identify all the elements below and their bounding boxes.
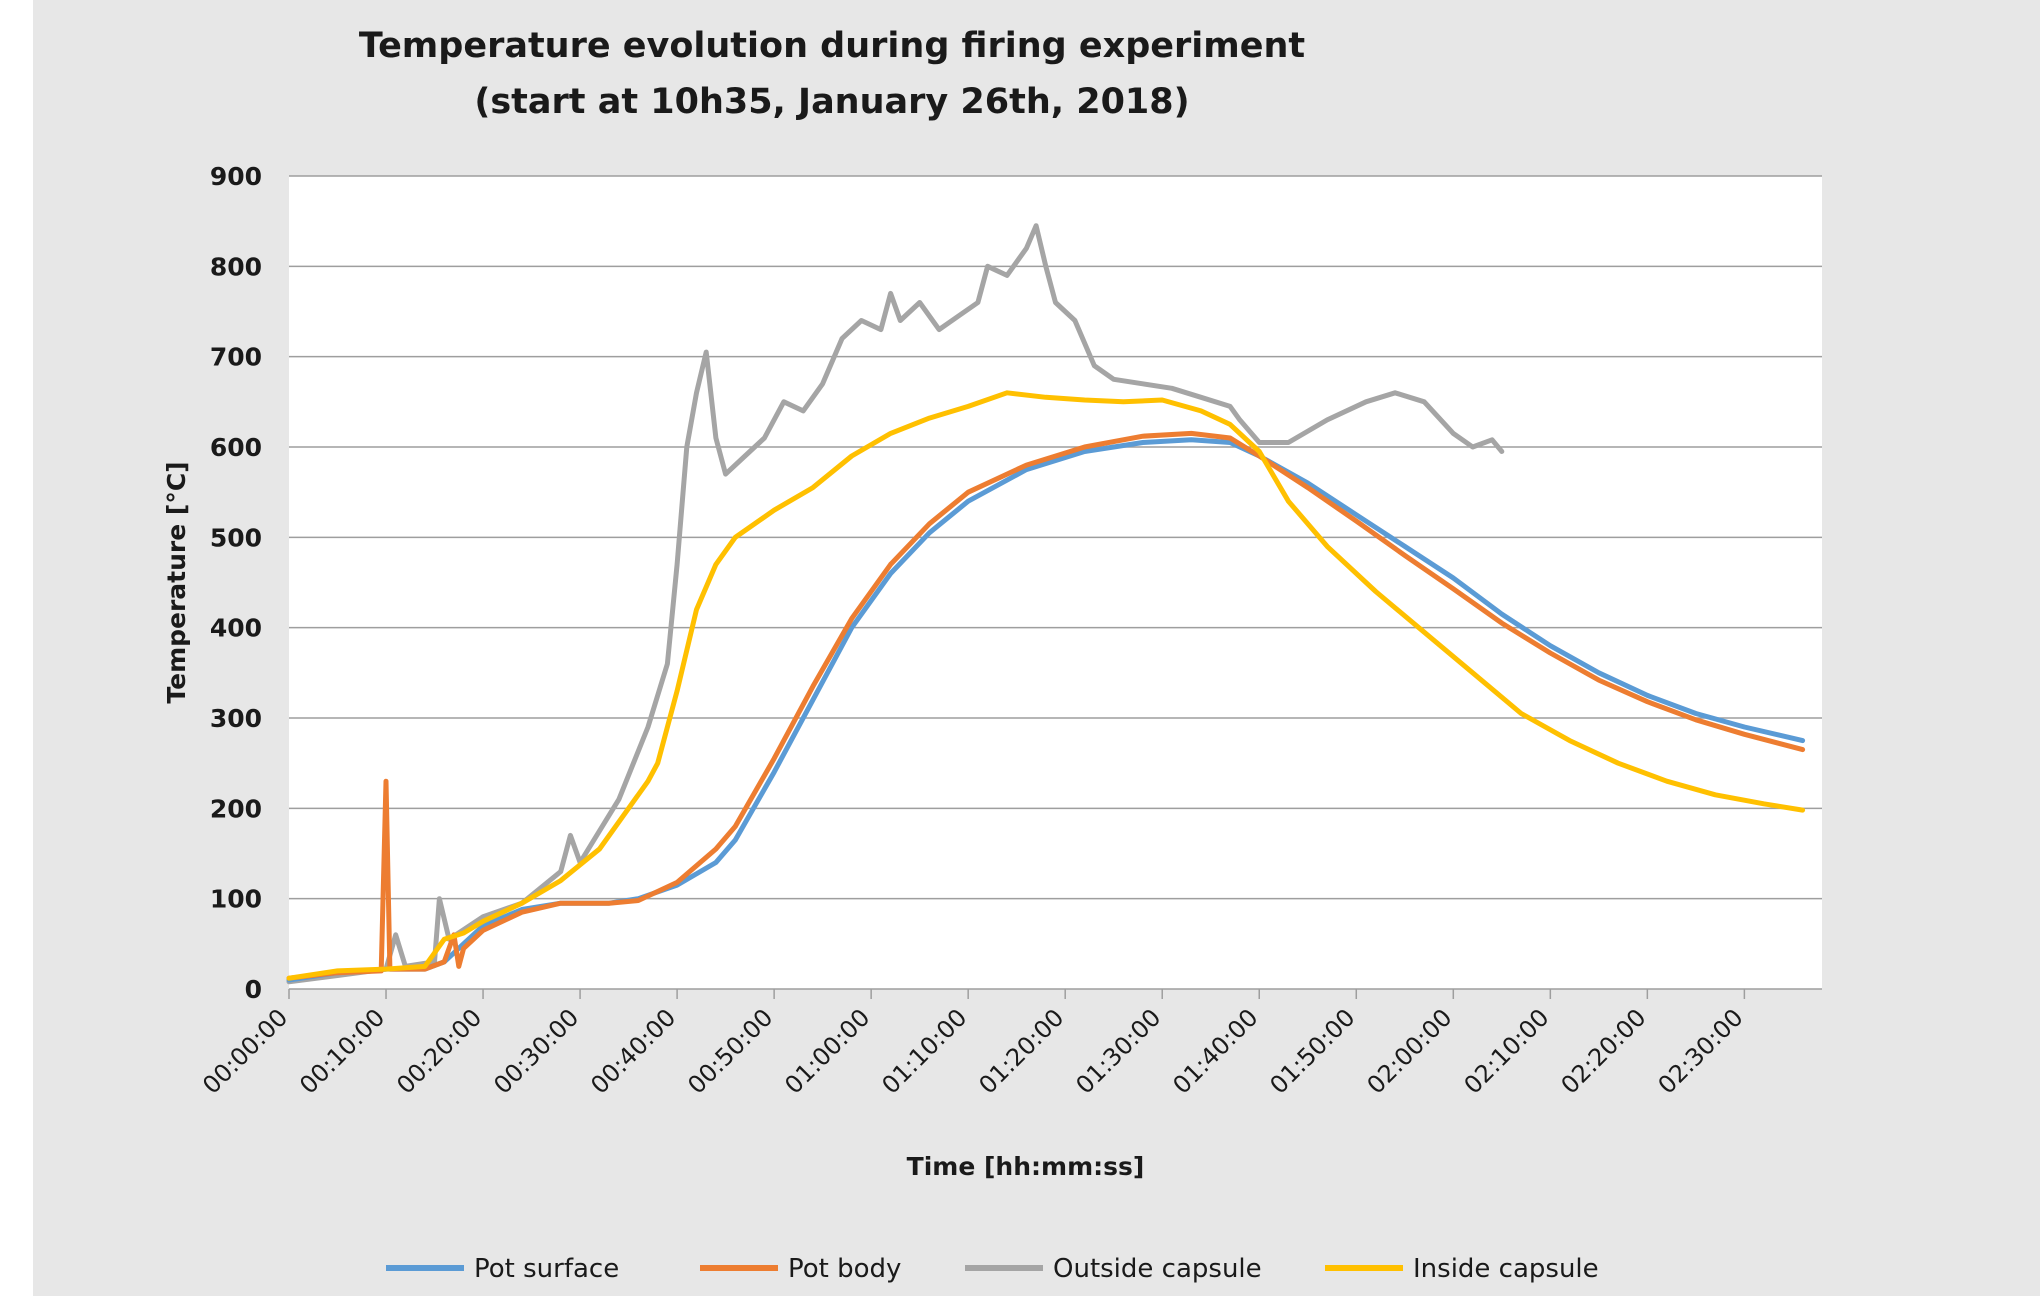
chart-title: Temperature evolution during firing expe… [358, 26, 1306, 66]
x-tick-label: 01:30:00 [1070, 1003, 1166, 1099]
x-tick-label: 02:30:00 [1653, 1003, 1749, 1099]
legend-label: Pot body [788, 1254, 901, 1284]
x-tick-label: 01:50:00 [1264, 1003, 1360, 1099]
plot-area [289, 176, 1822, 989]
series-line-pot-surface [286, 437, 1806, 983]
x-axis-title: Time [hh:mm:ss] [907, 1152, 1145, 1181]
y-axis-title: Temperature [°C] [162, 461, 191, 703]
x-tick-label: 00:50:00 [682, 1003, 778, 1099]
chart-title-block: Temperature evolution during firing expe… [0, 18, 1664, 130]
x-tick-label: 01:10:00 [876, 1003, 972, 1099]
legend-label: Outside capsule [1053, 1254, 1262, 1284]
series-lines [286, 223, 1806, 985]
x-tick-label: 01:20:00 [973, 1003, 1069, 1099]
y-tick-label: 200 [210, 794, 262, 823]
y-tick-label: 500 [210, 523, 262, 552]
legend-label: Inside capsule [1413, 1254, 1599, 1284]
x-tick-label: 01:40:00 [1167, 1003, 1263, 1099]
y-tick-label: 600 [210, 433, 262, 462]
x-tick-label: 00:10:00 [294, 1003, 390, 1099]
series-line-pot-body [286, 430, 1806, 981]
y-tick-label: 800 [210, 252, 262, 281]
x-tick-label: 00:00:00 [197, 1003, 293, 1099]
series-line-inside-capsule [286, 390, 1806, 981]
series-line-outside-capsule [286, 223, 1505, 985]
x-axis-ticks: 00:00:00 00:10:00 00:20:00 00:30:00 00:40:00… [197, 989, 1749, 1099]
x-tick-label: 02:20:00 [1556, 1003, 1652, 1099]
x-tick-label: 00:40:00 [585, 1003, 681, 1099]
x-tick-label: 00:30:00 [488, 1003, 584, 1099]
x-tick-label: 02:10:00 [1459, 1003, 1555, 1099]
y-tick-label: 300 [210, 704, 262, 733]
x-tick-label: 01:00:00 [779, 1003, 875, 1099]
y-tick-label: 700 [210, 343, 262, 372]
y-tick-label: 0 [245, 975, 262, 1004]
y-axis-ticks: 0 100 200 300 400 500 600 700 800 900 [210, 162, 262, 1004]
legend-label: Pot surface [474, 1254, 619, 1284]
y-tick-label: 900 [210, 162, 262, 191]
x-tick-label: 00:20:00 [391, 1003, 487, 1099]
x-tick-label: 02:00:00 [1362, 1003, 1458, 1099]
legend: Pot surface Pot body Outside capsule Inside… [386, 1254, 1599, 1284]
y-tick-label: 400 [210, 614, 262, 643]
chart-subtitle: (start at 10h35, January 26th, 2018) [474, 82, 1190, 122]
y-tick-label: 100 [210, 885, 262, 914]
gridlines [289, 175, 1822, 990]
